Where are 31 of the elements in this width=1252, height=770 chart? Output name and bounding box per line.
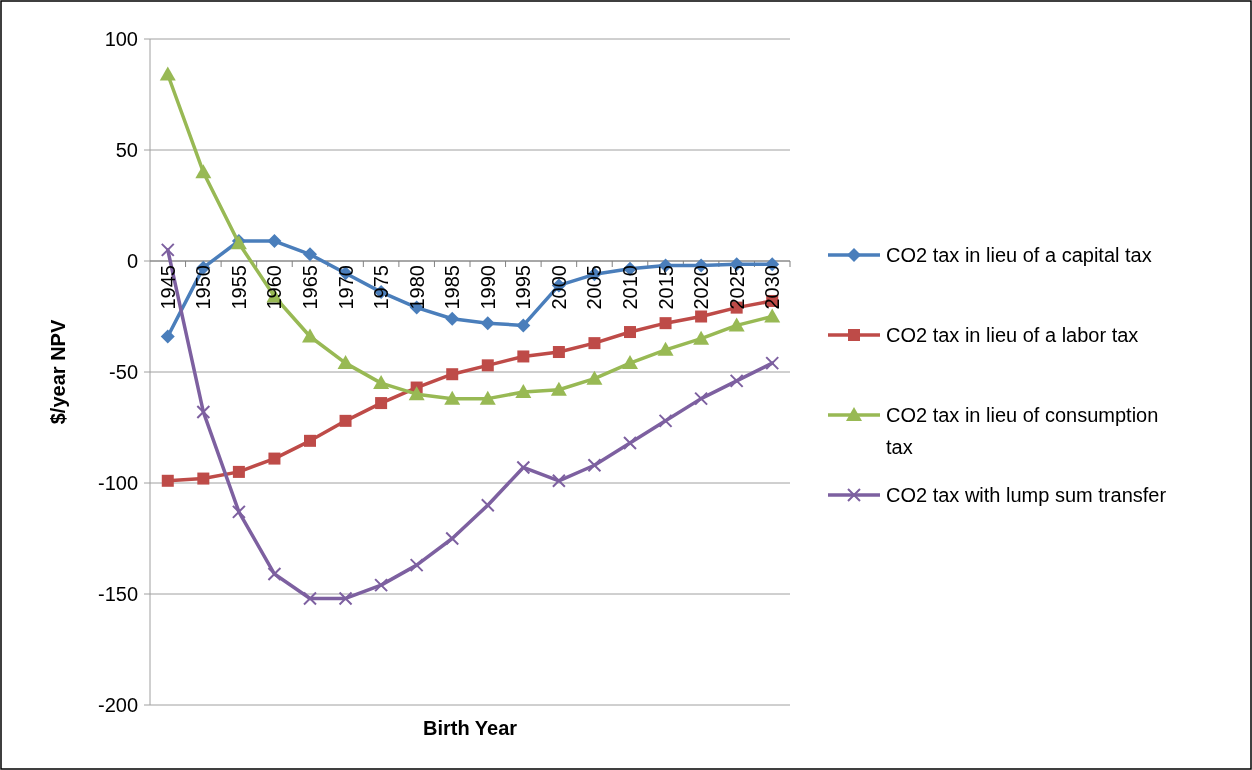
x-axis-title: Birth Year: [422, 717, 518, 739]
y-tick-label: -50: [109, 361, 138, 383]
x-tick-label: 2030: [761, 265, 784, 310]
x-tick-label: 2025: [725, 265, 748, 310]
y-tick-label: 50: [115, 139, 138, 161]
x-tick-label: 1975: [370, 265, 393, 310]
x-tick-label: 1960: [263, 265, 286, 310]
y-tick-label: -200: [97, 694, 138, 716]
x-tick-label: 1990: [476, 265, 499, 310]
x-tick-label: 1955: [227, 265, 250, 310]
y-tick-label: 100: [104, 28, 138, 50]
y-axis-title: $/year NPV: [47, 319, 69, 425]
legend-label: CO2 tax with lump sum transfer: [886, 484, 1167, 506]
y-tick-label: -100: [97, 472, 138, 494]
x-tick-label: 1985: [441, 265, 464, 310]
x-tick-label: 2020: [690, 265, 713, 310]
x-tick-label: 2015: [654, 265, 677, 310]
y-tick-label: -150: [97, 583, 138, 605]
legend-label: CO2 tax in lieu of a labor tax: [886, 324, 1139, 346]
legend-label: CO2 tax in lieu of consumption tax: [886, 404, 1159, 458]
x-tick-label: 1980: [405, 265, 428, 310]
x-tick-label: 1945: [156, 265, 179, 310]
x-tick-label: 2000: [547, 265, 570, 310]
y-tick-label: 0: [126, 250, 138, 272]
x-tick-label: 1995: [512, 265, 535, 310]
x-tick-label: 1965: [299, 265, 321, 310]
x-tick-label: 2005: [583, 265, 606, 310]
x-tick-label: 1970: [334, 265, 357, 310]
x-tick-label: 2010: [619, 265, 641, 310]
legend-label: CO2 tax in lieu of a capital tax: [886, 244, 1152, 266]
x-tick-label: 1950: [192, 265, 215, 310]
